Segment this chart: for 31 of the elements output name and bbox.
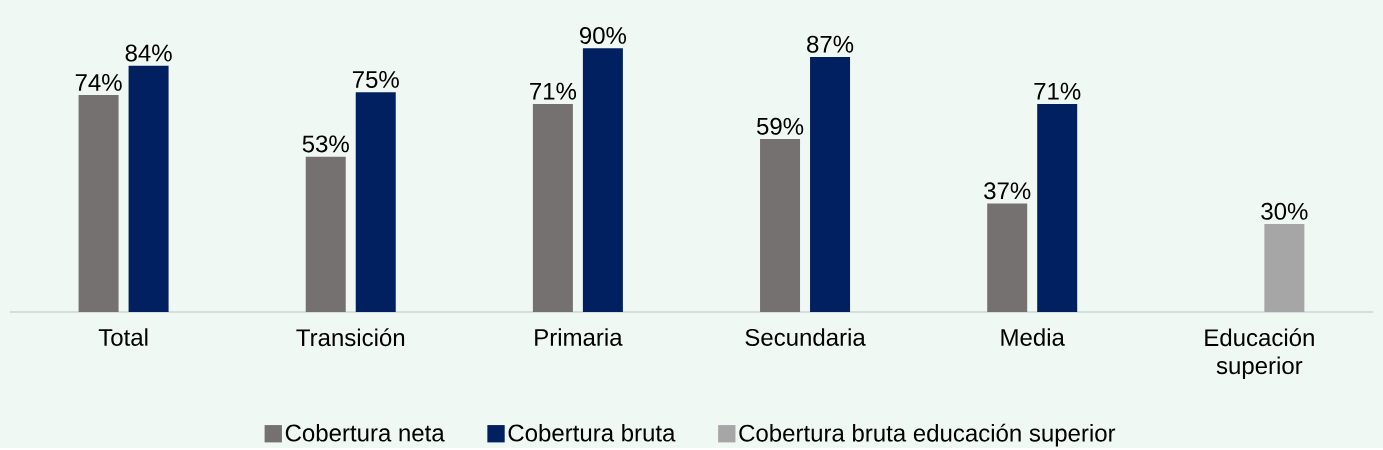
x-tick-label: Secundaria	[745, 328, 866, 346]
data-label: 30%	[1261, 202, 1308, 220]
bar	[355, 91, 396, 312]
bar	[532, 103, 573, 312]
bar	[1037, 103, 1078, 312]
data-label: 87%	[807, 35, 854, 53]
bar	[987, 203, 1028, 312]
legend-label: Cobertura bruta educación superior	[739, 423, 1116, 447]
data-label: 90%	[580, 26, 627, 44]
legend-label: Cobertura bruta	[508, 423, 676, 442]
x-tick-label: Educación superior	[1205, 328, 1314, 379]
data-label: 53%	[302, 135, 349, 153]
data-label: 37%	[984, 182, 1031, 200]
bar	[810, 56, 851, 312]
data-label: 59%	[756, 117, 804, 135]
bar	[78, 94, 119, 312]
data-label: 84%	[125, 44, 172, 62]
legend-label: Cobertura neta	[285, 423, 445, 442]
bar	[582, 48, 623, 312]
data-label: 71%	[530, 82, 577, 100]
data-label: 74%	[75, 73, 122, 91]
x-tick-label: Total	[98, 328, 148, 346]
x-tick-label: Media	[1001, 328, 1065, 346]
x-tick-label: Primaria	[535, 328, 623, 346]
data-label: 75%	[352, 70, 399, 88]
data-label: 71%	[1034, 82, 1081, 100]
bar	[1264, 223, 1305, 312]
bar	[305, 156, 346, 312]
bar	[760, 138, 801, 312]
bar	[128, 65, 169, 312]
x-tick-label: Transición	[296, 328, 405, 346]
